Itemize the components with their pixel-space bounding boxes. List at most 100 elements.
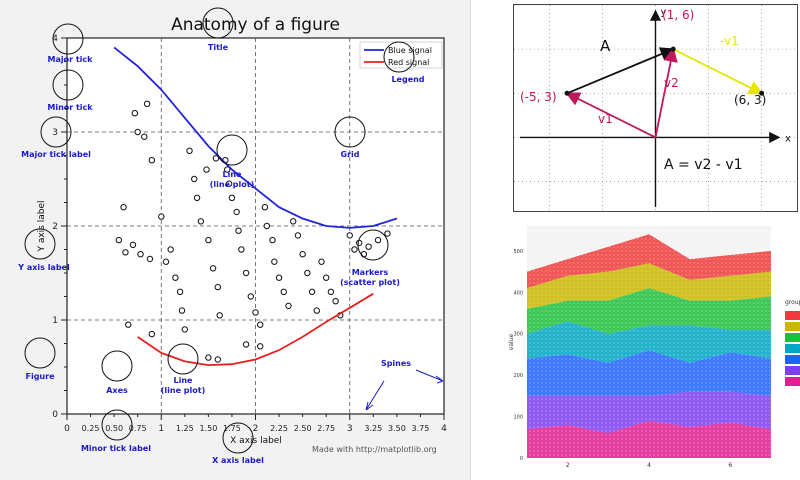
scatter-marker — [235, 227, 242, 234]
point-label: (6, 3) — [734, 93, 766, 107]
x-major-tick-label: 0 — [64, 424, 70, 434]
scatter-marker — [176, 288, 184, 295]
x-minor-tick-label: 0.25 — [82, 424, 100, 433]
anatomy-chart: 0 1 2 3 4 0.25 0.50 0.75 1.25 1.50 1.75 2.25 2.50 2.7… — [17, 7, 447, 465]
scatter-marker — [308, 288, 316, 295]
scatter-marker — [212, 155, 220, 162]
scatter-marker — [365, 243, 372, 250]
scatter-marker — [122, 249, 129, 256]
annotation-label: Spines — [381, 359, 411, 368]
annotation-circle — [202, 7, 234, 39]
x-axis-label: x — [785, 133, 791, 144]
annotation-circle — [357, 229, 389, 261]
y-axis-label: Y axis label — [37, 200, 47, 252]
annotation-label: Major tick — [48, 55, 94, 64]
scatter-marker — [242, 341, 250, 348]
x-minor-tick-label: 2.50 — [294, 424, 312, 433]
y-major-tick-label: 1 — [52, 316, 58, 326]
y-major-tick-label: 0 — [52, 410, 58, 420]
scatter-marker — [205, 236, 212, 244]
scatter-marker — [178, 307, 186, 314]
scatter-marker — [294, 232, 302, 239]
scatter-marker — [304, 269, 311, 277]
annotation-label: X axis label — [212, 456, 264, 465]
vector-label: A — [600, 37, 611, 55]
scatter-marker — [158, 213, 165, 220]
x-minor-tick-label: 3.25 — [364, 424, 382, 433]
y-major-tick-label: 4 — [52, 34, 58, 44]
x-minor-tick-label: 3.75 — [412, 424, 430, 433]
scatter-marker — [285, 302, 292, 310]
scatter-marker — [280, 288, 287, 295]
scatter-marker — [125, 321, 132, 328]
scatter-marker — [228, 194, 236, 202]
scatter-marker — [129, 241, 137, 249]
annotation-circle — [40, 116, 72, 148]
texture-overlay — [527, 226, 771, 458]
y-major-tick-label: 3 — [52, 128, 58, 138]
stacked-area-chart: 0 100 200 300 400 500 2 4 6 value group — [508, 226, 800, 469]
legend-entry: Blue signal — [388, 46, 432, 55]
x-axis-label: X axis label — [230, 436, 282, 446]
annotation-label: (line plot) — [210, 180, 255, 189]
red-signal-line — [137, 292, 374, 367]
scatter-marker — [131, 110, 139, 117]
x-minor-tick-label: 3.50 — [388, 424, 406, 433]
annotation-label: Minor tick label — [81, 444, 151, 453]
y-tick-label: 500 — [513, 249, 523, 255]
scatter-marker — [275, 274, 283, 281]
spines-arrow — [415, 369, 444, 384]
scatter-marker — [351, 246, 358, 253]
legend-entry: Red signal — [388, 58, 429, 67]
annotation-circle — [334, 116, 366, 148]
vector-v2 — [654, 47, 678, 138]
annotation-label: Line — [223, 170, 243, 179]
annotation-label: (scatter plot) — [340, 278, 400, 287]
annotation-label: Major tick label — [21, 150, 91, 159]
chart-title: Anatomy of a figure — [171, 15, 340, 35]
annotation-label: Grid — [341, 150, 360, 159]
y-tick-label: 200 — [513, 373, 523, 379]
legend-swatch — [785, 366, 800, 375]
vector-label: v1 — [598, 112, 613, 126]
x-major-tick-label: 1 — [158, 424, 164, 434]
scatter-marker — [374, 236, 382, 244]
scatter-marker — [216, 312, 223, 319]
annotation-label: Minor tick — [47, 103, 93, 112]
annotation-circle — [52, 69, 84, 101]
anatomy-figure-panel: 0 1 2 3 4 0.25 0.50 0.75 1.25 1.50 1.75 2.25 2.50 2.7… — [0, 0, 471, 480]
scatter-marker — [318, 258, 325, 265]
scatter-marker — [257, 343, 264, 350]
legend-swatch — [785, 333, 800, 342]
scatter-marker — [214, 356, 222, 363]
x-minor-tick-label: 0.50 — [105, 424, 123, 433]
scatter-marker — [186, 147, 193, 155]
vector-label: -v1 — [720, 34, 739, 48]
scatter-marker — [209, 265, 217, 272]
scatter-marker — [205, 354, 212, 361]
stacked-area-panel: 0 100 200 300 400 500 2 4 6 value group — [505, 218, 800, 480]
x-major-tick-label: 4 — [441, 424, 447, 434]
y-tick-label: 100 — [513, 415, 523, 421]
annotation-circle — [216, 134, 248, 166]
y-tick-label: 0 — [520, 456, 523, 462]
blue-signal-line — [113, 46, 398, 229]
scatter-marker — [269, 236, 276, 244]
spines-arrow — [365, 380, 385, 411]
scatter-marker — [261, 204, 269, 211]
x-minor-tick-label: 1.25 — [176, 424, 194, 433]
scatter-marker — [332, 298, 339, 305]
annotation-label: Y axis label — [17, 263, 70, 272]
legend-swatch — [785, 377, 800, 386]
scatter-marker — [299, 251, 306, 258]
scatter-marker — [322, 274, 330, 281]
annotation-circle — [167, 343, 199, 375]
y-tick-label: 400 — [513, 290, 523, 296]
annotation-label: Legend — [391, 75, 424, 84]
footer-credit: Made with http://matplotlib.org — [312, 445, 437, 454]
scatter-marker — [167, 246, 174, 253]
scatter-marker — [242, 269, 250, 277]
scatter-marker — [181, 326, 189, 333]
scatter-marker — [271, 258, 278, 265]
annotation-circle — [222, 422, 254, 454]
